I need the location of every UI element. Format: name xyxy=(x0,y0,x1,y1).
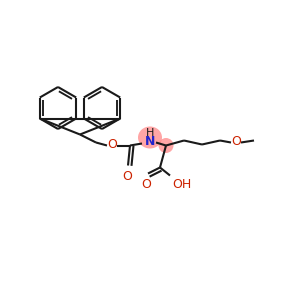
Text: O: O xyxy=(122,170,132,184)
Ellipse shape xyxy=(158,138,173,153)
Text: O: O xyxy=(107,138,117,151)
Text: O: O xyxy=(141,178,151,190)
Text: O: O xyxy=(231,135,241,148)
Text: H: H xyxy=(146,128,154,139)
Text: N: N xyxy=(145,135,155,148)
Text: OH: OH xyxy=(172,178,191,190)
Ellipse shape xyxy=(138,127,162,148)
